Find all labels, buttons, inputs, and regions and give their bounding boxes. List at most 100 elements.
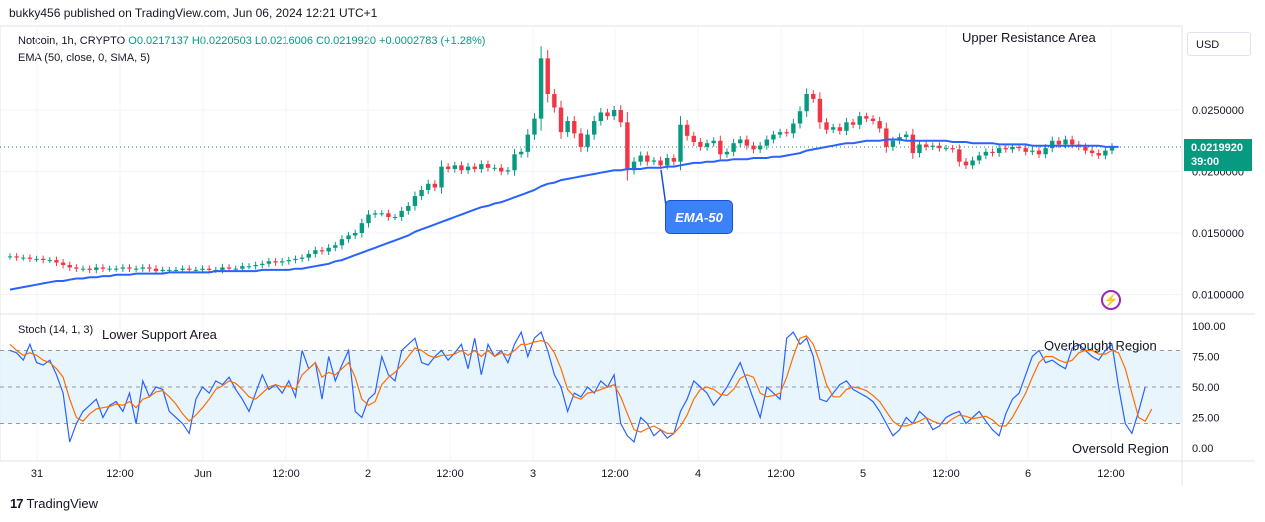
candle-body — [751, 145, 756, 150]
ema-legend[interactable]: EMA (50, close, 0, SMA, 5) — [18, 52, 151, 64]
candle-body — [100, 267, 106, 269]
candle-body — [870, 118, 876, 122]
candle-body — [957, 149, 962, 162]
ema-line — [9, 138, 1119, 291]
candle-body — [1043, 148, 1048, 155]
candle-body — [1003, 148, 1008, 150]
candle-body — [326, 247, 331, 252]
candle-body — [279, 261, 285, 263]
time-tick-label: 6 — [1025, 468, 1031, 480]
candle-body — [505, 170, 511, 172]
candle-body — [133, 268, 139, 270]
candle-body — [187, 268, 192, 270]
candle-body — [286, 260, 292, 262]
candle-body — [910, 134, 916, 154]
candle-body — [558, 107, 564, 133]
time-tick-label: 12:00 — [767, 468, 795, 480]
symbol-legend: Notcoin, 1h, CRYPTO O0.0217137 H0.022050… — [18, 35, 485, 47]
candle-body — [704, 143, 710, 147]
candle-body — [963, 161, 969, 166]
ema-callout-pointer — [660, 169, 667, 207]
candle-body — [412, 196, 418, 206]
time-tick-label: 12:00 — [272, 468, 300, 480]
candle-body — [518, 151, 524, 155]
candle-body — [797, 111, 803, 124]
price-tick-label: 0.0100000 — [1192, 290, 1244, 302]
time-tick-label: Jun — [194, 468, 212, 480]
candle-body — [253, 264, 258, 267]
candle-body — [353, 233, 358, 236]
candle-body — [837, 127, 843, 131]
candle-body — [366, 214, 371, 224]
candle-body — [585, 134, 590, 147]
candle-body — [665, 157, 670, 166]
lightning-bolt-icon[interactable]: ⚡ — [1101, 290, 1121, 310]
candle-body — [1103, 150, 1108, 156]
candle-body — [645, 155, 650, 162]
candle-body — [7, 256, 13, 258]
candle-body — [591, 121, 597, 135]
candle-body — [532, 118, 537, 135]
candle-body — [718, 140, 723, 155]
candle-body — [313, 250, 318, 254]
candle-body — [890, 140, 896, 147]
candle-body — [67, 264, 72, 268]
candle-body — [711, 140, 716, 144]
stoch-tick-label: 100.00 — [1192, 321, 1226, 333]
candle-body — [153, 268, 159, 272]
candle-body — [426, 183, 431, 190]
candle-body — [87, 268, 92, 270]
candle-body — [996, 148, 1002, 154]
candle-body — [731, 143, 736, 152]
candle-body — [658, 160, 663, 166]
lower-support-label: Lower Support Area — [102, 327, 217, 342]
time-tick-label: 12:00 — [601, 468, 629, 480]
candle-body — [651, 160, 657, 162]
candle-body — [432, 183, 438, 188]
candle-body — [54, 260, 59, 263]
candle-body — [864, 116, 869, 119]
candle-body — [983, 151, 989, 156]
candle-body — [472, 166, 477, 170]
stoch-legend[interactable]: Stoch (14, 1, 3) — [18, 324, 94, 336]
candle-body — [578, 133, 584, 147]
candle-body — [545, 58, 550, 95]
candle-body — [399, 210, 404, 218]
brand-text: TradingView — [26, 496, 99, 511]
candle-body — [107, 268, 112, 270]
candle-body — [359, 223, 365, 233]
time-tick-label: 12:00 — [932, 468, 960, 480]
candle-body — [1089, 150, 1095, 154]
candle-body — [392, 217, 398, 219]
candle-body — [485, 164, 491, 168]
currency-button[interactable]: USD — [1187, 32, 1251, 56]
candle-body — [970, 160, 975, 166]
time-tick-label: 4 — [695, 468, 701, 480]
candle-body — [140, 267, 145, 269]
symbol-name[interactable]: Notcoin, 1h, CRYPTO — [18, 35, 126, 47]
candle-body — [226, 267, 232, 269]
candle-body — [499, 167, 504, 172]
publisher-line: bukky456 published on TradingView.com, J… — [9, 6, 378, 20]
candle-body — [678, 124, 683, 162]
candle-body — [406, 205, 411, 211]
candle-body — [1083, 146, 1088, 151]
candle-body — [173, 269, 179, 271]
candle-body — [14, 256, 19, 258]
oversold-label: Oversold Region — [1072, 441, 1169, 456]
candle-body — [445, 166, 451, 170]
candle-body — [990, 151, 995, 154]
candle-body — [346, 235, 351, 240]
candle-body — [60, 262, 66, 265]
candle-body — [233, 268, 238, 270]
stoch-k-line — [9, 330, 1146, 444]
candle-body — [552, 94, 557, 108]
candle-body — [293, 258, 298, 261]
candle-body — [1010, 146, 1015, 150]
candle-body — [266, 261, 272, 264]
time-tick-label: 12:00 — [436, 468, 464, 480]
tradingview-logo[interactable]: 17 TradingView — [10, 496, 98, 511]
candle-body — [525, 134, 531, 152]
candle-body — [1030, 150, 1035, 152]
